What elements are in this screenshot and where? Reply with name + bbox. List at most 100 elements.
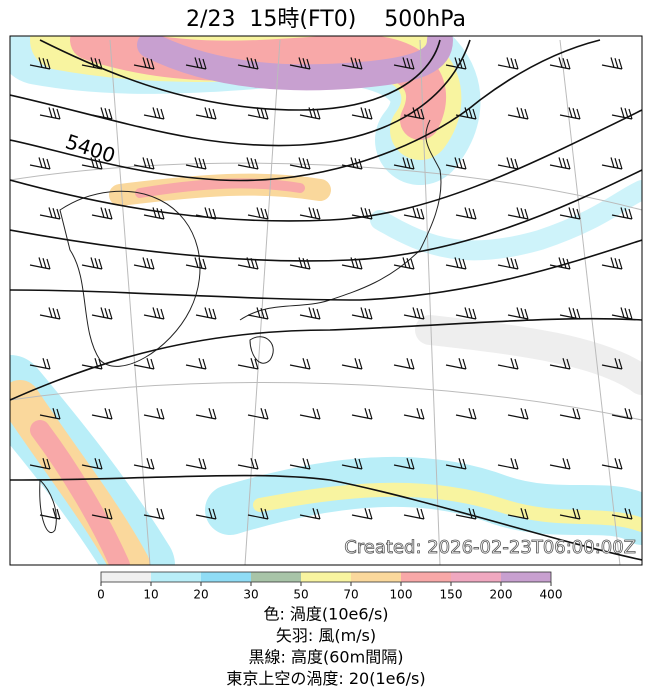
wind-barb	[81, 458, 103, 470]
wind-barb	[559, 508, 581, 520]
wind-barb	[601, 157, 623, 170]
colorbar-tick-label: 70	[343, 588, 358, 602]
colorbar-tick-label: 20	[193, 588, 208, 602]
wind-barb	[341, 157, 363, 170]
wind-barb	[393, 157, 415, 170]
wind-barb	[559, 207, 581, 220]
wind-barb	[445, 57, 467, 70]
wind-barb	[507, 107, 529, 120]
wind-barb	[195, 508, 217, 520]
wind-barb	[403, 408, 425, 420]
wind-barb	[549, 257, 571, 270]
map-frame	[9, 35, 643, 566]
wind-barb	[81, 157, 103, 170]
wind-barb	[497, 458, 519, 470]
wind-barb	[289, 57, 311, 70]
vorticity-shading	[10, 36, 642, 565]
wind-barb	[507, 408, 529, 420]
wind-barb	[299, 207, 321, 220]
colorbar-tick-label: 100	[390, 588, 413, 602]
wind-barb	[455, 107, 477, 120]
wind-barb	[133, 257, 155, 270]
wind-barb	[611, 508, 633, 520]
colorbar: 0 10 20 30 50 70 100 150 200 400	[97, 571, 563, 602]
wind-barb	[185, 257, 207, 270]
wind-barb	[81, 257, 103, 270]
wind-barb	[341, 358, 363, 370]
colorbar-tick-label: 400	[540, 588, 563, 602]
colorbar-tick-label: 10	[143, 588, 158, 602]
wind-barb	[507, 307, 529, 320]
colorbar-tick-label: 0	[97, 588, 105, 602]
colorbar-segment	[451, 572, 501, 582]
wind-barb	[549, 358, 571, 370]
wind-barb	[185, 57, 207, 70]
wind-barb	[247, 207, 269, 220]
colorbar-segment	[251, 572, 301, 582]
colorbar-segment	[351, 572, 401, 582]
colorbar-tick-label: 150	[440, 588, 463, 602]
legend-line: 色: 渦度(10e6/s)	[263, 605, 388, 624]
wind-barb	[351, 307, 373, 320]
wind-barb	[393, 257, 415, 270]
wind-barb	[91, 408, 113, 420]
wind-barb	[237, 458, 259, 470]
wind-barb	[237, 57, 259, 70]
wind-barb	[195, 408, 217, 420]
wind-barb	[601, 57, 623, 70]
wind-barb	[195, 307, 217, 320]
wind-barb	[143, 307, 165, 320]
wind-barb	[549, 458, 571, 470]
wind-barb	[455, 408, 477, 420]
wind-barb	[29, 358, 51, 370]
wind-barb	[299, 508, 321, 520]
graticule	[10, 39, 642, 565]
wind-barb	[393, 358, 415, 370]
wind-barb	[299, 408, 321, 420]
colorbar-tick-label: 30	[243, 588, 258, 602]
wind-barb	[289, 358, 311, 370]
wind-barb	[445, 358, 467, 370]
wind-barb	[393, 458, 415, 470]
wind-barb	[507, 207, 529, 220]
wind-barb	[29, 157, 51, 170]
map-area: 5400 Created: 2026-02-23T06:00:00Z	[10, 36, 642, 565]
wind-barb	[559, 408, 581, 420]
wind-barb	[549, 57, 571, 70]
wind-barb	[39, 107, 61, 120]
map-title: 2/23 15時(FT0) 500hPa	[186, 7, 466, 32]
wind-barb	[237, 358, 259, 370]
wind-barb	[91, 508, 113, 520]
wind-barb	[289, 157, 311, 170]
legend-line: 黒線: 高度(60m間隔)	[249, 648, 404, 667]
wind-barb	[195, 207, 217, 220]
legend: 色: 渦度(10e6/s) 矢羽: 風(m/s) 黒線: 高度(60m間隔) 東京上空…	[226, 605, 425, 689]
colorbar-segment	[401, 572, 451, 582]
wind-barb	[29, 257, 51, 270]
wind-barb	[39, 408, 61, 420]
wind-barb	[91, 207, 113, 220]
wind-barb	[559, 307, 581, 320]
colorbar-segment	[151, 572, 201, 582]
wind-barbs	[29, 57, 633, 520]
colorbar-tick-label: 50	[293, 588, 308, 602]
wind-barb	[559, 107, 581, 120]
wind-barb	[91, 307, 113, 320]
colorbar-segment	[201, 572, 251, 582]
wind-barb	[393, 57, 415, 70]
height-contours	[10, 39, 642, 561]
wind-barb	[341, 458, 363, 470]
wind-barb	[143, 207, 165, 220]
wind-barb	[91, 107, 113, 120]
wind-barb	[39, 307, 61, 320]
wind-barb	[445, 157, 467, 170]
wind-barb	[455, 307, 477, 320]
wind-barb	[289, 458, 311, 470]
wind-barb	[133, 157, 155, 170]
wind-barb	[403, 107, 425, 120]
wind-barb	[133, 458, 155, 470]
wind-barb	[185, 157, 207, 170]
wind-barb	[351, 508, 373, 520]
wind-barb	[403, 207, 425, 220]
